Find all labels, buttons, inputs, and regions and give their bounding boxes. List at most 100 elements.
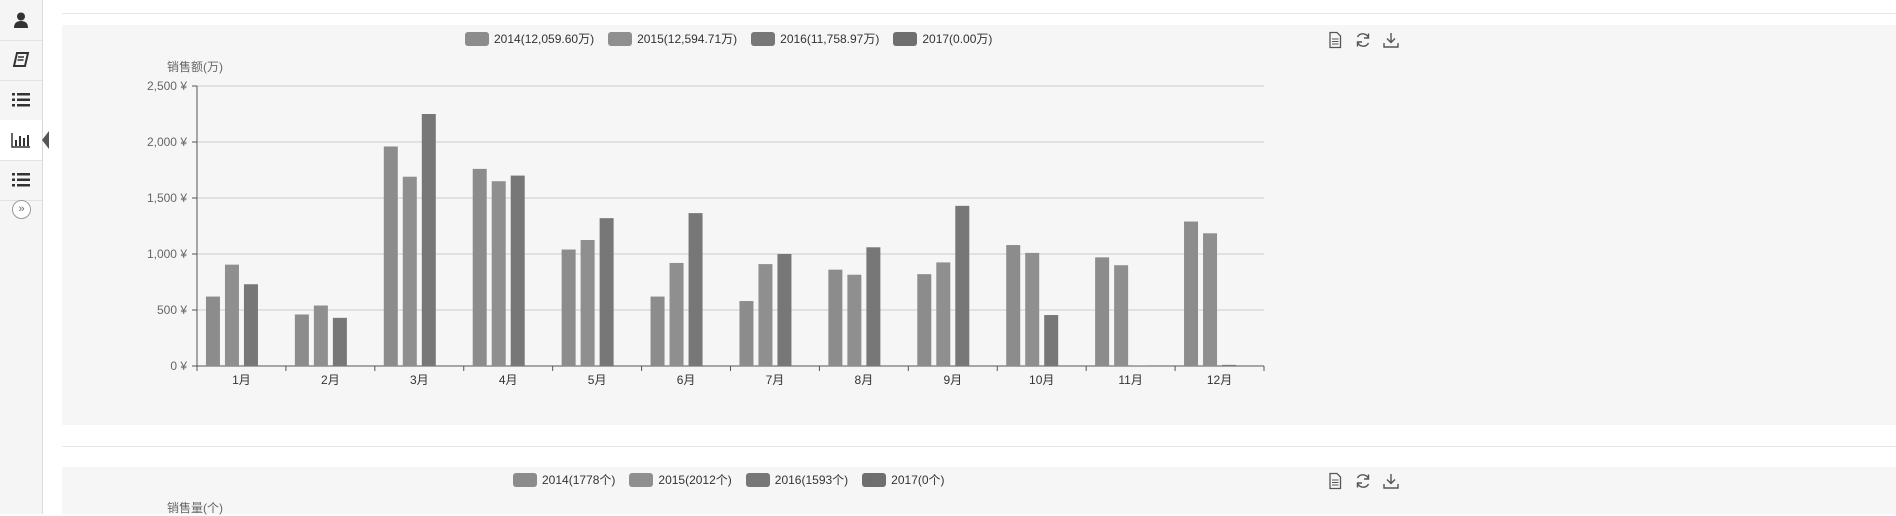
legend-swatch [862, 472, 887, 487]
legend-label: 2014(12,059.60万) [494, 32, 595, 46]
legend-item-2016[interactable]: 2016(1593个) [745, 471, 849, 488]
x-tick-label: 7月 [766, 373, 785, 387]
x-tick-label: 3月 [410, 373, 429, 387]
legend-swatch [513, 472, 537, 487]
sidebar-item-book[interactable] [0, 40, 42, 81]
bar [313, 305, 328, 366]
bar [205, 296, 220, 366]
bar [847, 274, 862, 366]
bar [421, 114, 436, 366]
legend-item-2016[interactable]: 2016(11,758.97万) [751, 30, 879, 47]
legend-swatch [465, 31, 489, 46]
download-icon[interactable] [1382, 472, 1400, 490]
refresh-icon[interactable] [1354, 31, 1372, 49]
bar [955, 205, 970, 366]
bar [599, 218, 614, 366]
y-tick-label: 1,500 ¥ [147, 191, 187, 205]
data-view-icon[interactable] [1326, 472, 1344, 490]
bar [1044, 315, 1059, 366]
bar [739, 301, 754, 366]
legend-label: 2015(12,594.71万) [637, 32, 738, 46]
legend-label: 2017(0个) [891, 473, 945, 487]
bar [650, 296, 665, 366]
bar [1006, 245, 1021, 366]
x-tick-label: 5月 [588, 373, 607, 387]
bar [936, 262, 951, 366]
x-tick-label: 11月 [1118, 373, 1142, 387]
chart1-legend: 2014(12,059.60万) 2015(12,594.71万) 2016(1… [465, 30, 992, 47]
legend-swatch [893, 31, 918, 46]
bar [383, 146, 398, 366]
sales-volume-panel: 2014(1778个) 2015(2012个) 2016(1593个) 2017… [62, 467, 1896, 515]
legend-item-2017[interactable]: 2017(0个) [862, 471, 945, 488]
bar [510, 175, 525, 366]
active-indicator [42, 131, 49, 149]
legend-item-2015[interactable]: 2015(2012个) [629, 471, 732, 488]
bar [580, 240, 595, 366]
sidebar-item-user[interactable] [0, 0, 42, 41]
bar [688, 213, 703, 366]
bar [243, 284, 258, 366]
legend-label: 2014(1778个) [542, 473, 616, 487]
chart1-toolbox [1326, 31, 1400, 49]
chart1-y-axis-title: 销售额(万) [167, 60, 223, 74]
divider [62, 13, 1896, 14]
list-icon [12, 93, 30, 107]
bar [828, 269, 843, 366]
y-tick-label: 2,000 ¥ [147, 135, 187, 149]
sidebar-item-list-2[interactable] [0, 160, 42, 201]
legend-label: 2015(2012个) [658, 473, 732, 487]
bar [1222, 364, 1237, 366]
bar [294, 314, 309, 366]
bar [1114, 265, 1129, 366]
x-tick-label: 4月 [499, 373, 518, 387]
legend-swatch [751, 31, 776, 46]
chart2-toolbox [1326, 472, 1400, 490]
legend-swatch [608, 31, 633, 46]
bar [1203, 233, 1218, 366]
bar [917, 274, 932, 366]
y-tick-label: 500 ¥ [157, 303, 187, 317]
bar [758, 264, 773, 366]
sidebar-expand-button[interactable]: » [12, 200, 31, 219]
book-icon [12, 52, 30, 67]
bar [472, 168, 487, 366]
legend-swatch [745, 472, 770, 487]
x-tick-label: 12月 [1207, 373, 1232, 387]
bar [1025, 252, 1040, 366]
legend-label: 2016(1593个) [774, 473, 849, 487]
list-icon [12, 173, 30, 187]
chart2-legend: 2014(1778个) 2015(2012个) 2016(1593个) 2017… [513, 471, 945, 488]
y-tick-label: 0 ¥ [170, 359, 187, 373]
bar [224, 264, 239, 366]
legend-swatch [629, 472, 654, 487]
sidebar-item-list[interactable] [0, 80, 42, 121]
x-tick-label: 9月 [943, 373, 962, 387]
sales-amount-chart: 0 ¥ 500 ¥ 1,000 ¥ 1,500 ¥ 2,000 ¥ 2,500 ¥ 1月 2月… [147, 79, 1265, 387]
bar [1133, 365, 1148, 366]
download-icon[interactable] [1382, 31, 1400, 49]
legend-item-2014[interactable]: 2014(12,059.60万) [465, 30, 594, 47]
x-tick-label: 8月 [855, 373, 874, 387]
bar [669, 262, 684, 366]
sidebar: » [0, 0, 49, 514]
x-tick-label: 10月 [1029, 373, 1054, 387]
legend-item-2014[interactable]: 2014(1778个) [513, 471, 615, 488]
bar [491, 181, 506, 366]
legend-label: 2016(11,758.97万) [780, 32, 880, 46]
divider [62, 446, 1896, 447]
legend-item-2015[interactable]: 2015(12,594.71万) [608, 30, 737, 47]
bar [1095, 257, 1110, 366]
sales-amount-panel: 2014(12,059.60万) 2015(12,594.71万) 2016(1… [62, 25, 1896, 425]
sidebar-item-chart[interactable] [0, 120, 49, 161]
chart2-y-axis-title: 销售量(个) [167, 501, 223, 515]
bar [561, 249, 576, 366]
bar-chart-icon [11, 133, 30, 148]
x-tick-label: 2月 [321, 373, 340, 387]
legend-label: 2017(0.00万) [922, 32, 993, 46]
user-icon [14, 12, 28, 28]
refresh-icon[interactable] [1354, 472, 1372, 490]
bar [332, 317, 347, 366]
legend-item-2017[interactable]: 2017(0.00万) [893, 30, 992, 47]
data-view-icon[interactable] [1326, 31, 1344, 49]
